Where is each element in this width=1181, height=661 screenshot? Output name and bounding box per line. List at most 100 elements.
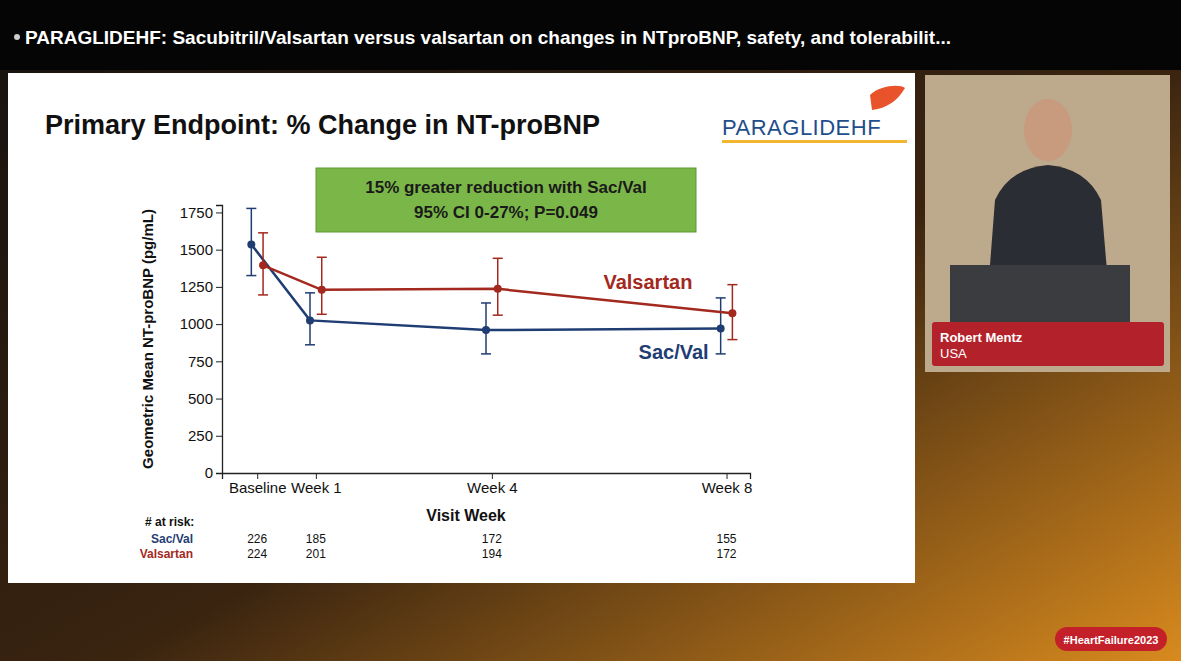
logo-text: PARAGLIDEHF xyxy=(722,115,881,140)
error-bar-cap xyxy=(493,258,503,260)
y-axis-title: Geometric Mean NT-proBNP (pg/mL) xyxy=(139,209,156,469)
y-tick-label: 500 xyxy=(188,390,213,407)
hashtag: #HeartFailure2023 xyxy=(1055,627,1167,651)
error-bar-cap xyxy=(317,257,327,259)
screen: PARAGLIDEHF: Sacubitril/Valsartan versus… xyxy=(0,0,1181,661)
series-point xyxy=(306,316,314,324)
y-tick-label: 1750 xyxy=(180,204,213,221)
at-risk-name: Valsartan xyxy=(140,547,193,561)
error-bar-cap xyxy=(305,292,315,294)
x-tick-label: Baseline xyxy=(229,479,287,496)
y-tick-label: 250 xyxy=(188,427,213,444)
y-axis: 0 250 500 750 1000 1250 1500 1750 xyxy=(180,204,223,482)
y-tick-label: 0 xyxy=(205,464,213,481)
annotation-box xyxy=(316,168,696,232)
series-point xyxy=(728,309,736,317)
error-bar-cap xyxy=(493,314,503,316)
x-tick: Baseline xyxy=(229,473,287,496)
error-bar-cap xyxy=(258,232,268,234)
series-point xyxy=(482,326,490,334)
x-tick: Week 8 xyxy=(702,473,753,496)
banner-dot xyxy=(14,34,20,40)
y-tick: 1250 xyxy=(180,278,222,295)
slide xyxy=(8,73,915,583)
hashtag-text: #HeartFailure2023 xyxy=(1064,634,1159,646)
x-tick-label: Week 8 xyxy=(702,479,753,496)
series-point xyxy=(494,285,502,293)
error-bar-cap xyxy=(716,297,726,299)
error-bar xyxy=(317,257,327,314)
y-tick-mark xyxy=(216,250,222,251)
at-risk-count: 226 xyxy=(247,532,267,546)
series xyxy=(258,233,737,340)
y-tick: 500 xyxy=(188,390,222,407)
annotation-text: 95% CI 0-27%; P=0.049 xyxy=(414,203,598,222)
y-tick: 1500 xyxy=(180,241,222,258)
speaker-country: USA xyxy=(940,346,967,361)
at-risk-count: 172 xyxy=(717,547,737,561)
y-tick-mark xyxy=(216,436,222,437)
y-tick: 250 xyxy=(188,427,222,444)
annotation-text: 15% greater reduction with Sac/Val xyxy=(365,178,647,197)
error-bar-cap xyxy=(481,302,491,304)
y-tick: 0 xyxy=(205,464,222,481)
x-axis: BaselineWeek 1 Week 4 Week 8 xyxy=(223,473,753,496)
series-label: Sac/Val xyxy=(639,341,709,363)
error-bar-cap xyxy=(317,314,327,316)
error-bar xyxy=(246,208,256,275)
y-tick-label: 1000 xyxy=(180,315,213,332)
plot-marks xyxy=(246,208,737,353)
at-risk-name: Sac/Val xyxy=(151,532,193,546)
error-bar xyxy=(493,258,503,315)
y-tick-mark xyxy=(216,473,222,474)
error-bar xyxy=(727,285,737,340)
at-risk-count: 201 xyxy=(306,547,326,561)
y-tick-label: 1500 xyxy=(180,241,213,258)
background xyxy=(0,0,1181,661)
error-bar-stem xyxy=(321,257,323,314)
speaker-head xyxy=(1024,99,1072,161)
series-point xyxy=(717,325,725,333)
series xyxy=(246,208,725,353)
y-tick-label: 1250 xyxy=(180,278,213,295)
x-tick: Week 4 xyxy=(467,473,518,496)
logo-underline xyxy=(722,140,907,143)
speaker-name: Robert Mentz xyxy=(940,330,1023,345)
speaker-panel: Robert MentzUSA xyxy=(925,75,1170,372)
x-tick-label: Week 4 xyxy=(467,479,518,496)
series-label: Valsartan xyxy=(603,271,692,293)
chart-title: Primary Endpoint: % Change in NT-proBNP xyxy=(45,110,600,140)
error-bar xyxy=(716,298,726,354)
at-risk-count: 194 xyxy=(482,547,502,561)
at-risk-title: # at risk: xyxy=(145,515,194,529)
at-risk-count: 185 xyxy=(306,532,326,546)
error-bar-cap xyxy=(727,284,737,286)
y-tick: 1000 xyxy=(180,315,222,332)
error-bar-cap xyxy=(305,344,315,346)
y-tick: 1750 xyxy=(180,204,222,221)
error-bar-cap xyxy=(258,294,268,296)
at-risk-count: 172 xyxy=(482,532,502,546)
banner-title: PARAGLIDEHF: Sacubitril/Valsartan versus… xyxy=(25,27,951,48)
error-bar-cap xyxy=(246,275,256,277)
banner-bar xyxy=(0,0,1181,70)
at-risk-count: 224 xyxy=(247,547,267,561)
error-bar xyxy=(481,303,491,354)
name-plate xyxy=(932,322,1164,366)
series-point xyxy=(247,240,255,248)
error-bar xyxy=(305,293,315,345)
series-point xyxy=(259,261,267,269)
y-axis-line xyxy=(216,206,223,474)
hashtag-pill xyxy=(1055,627,1167,651)
y-tick-mark xyxy=(216,287,222,288)
x-axis-title: Visit Week xyxy=(426,507,506,524)
series-point xyxy=(318,286,326,294)
y-tick-mark xyxy=(216,324,222,325)
logo: PARAGLIDEHF xyxy=(722,86,907,143)
y-tick-mark xyxy=(216,212,222,213)
error-bar-cap xyxy=(727,339,737,341)
at-risk-count: 155 xyxy=(717,532,737,546)
x-tick: Week 1 xyxy=(291,473,342,496)
y-tick-label: 750 xyxy=(188,353,213,370)
y-tick-mark xyxy=(216,399,222,400)
